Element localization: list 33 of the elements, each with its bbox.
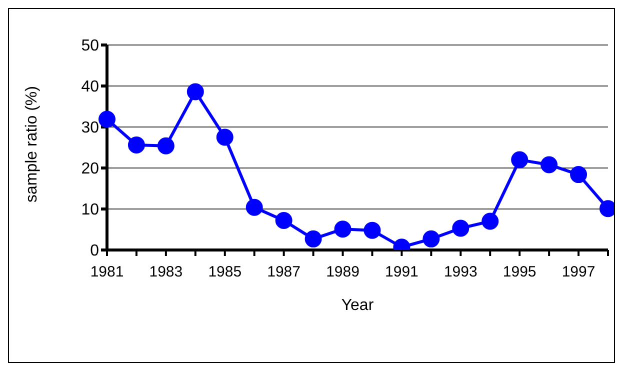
x-tick-label: 1985 <box>208 264 242 281</box>
point <box>304 230 322 248</box>
point <box>452 220 470 237</box>
y-tick-label: 50 <box>81 38 100 55</box>
y-tick-label: 20 <box>81 160 100 178</box>
point <box>511 151 528 168</box>
y-tick-label: 0 <box>90 242 100 260</box>
point <box>186 83 204 100</box>
point <box>540 156 558 174</box>
x-tick-label: 1983 <box>149 264 183 281</box>
point <box>275 212 292 229</box>
point <box>422 230 440 248</box>
x-tick-label: 1989 <box>326 264 360 281</box>
point <box>364 222 381 239</box>
x-tick-label: 1993 <box>444 264 478 281</box>
x-tick-label: 1997 <box>562 264 596 281</box>
y-tick-label: 10 <box>81 202 100 219</box>
x-tick-label: 1991 <box>385 264 418 281</box>
x-tick-label: 1987 <box>267 264 301 281</box>
x-tick-label: 1995 <box>502 264 536 281</box>
point <box>482 212 499 230</box>
x-tick-label: 1981 <box>90 264 124 281</box>
y-tick-label: 40 <box>81 78 100 96</box>
point <box>216 128 234 146</box>
x-axis-title: Year <box>341 297 374 314</box>
point <box>157 137 174 154</box>
point <box>246 198 263 216</box>
point <box>570 166 588 184</box>
y-tick-label: 30 <box>81 120 100 137</box>
y-axis-title: sample ratio (%) <box>24 86 41 202</box>
point <box>98 110 116 128</box>
point <box>128 136 145 154</box>
point <box>334 220 352 238</box>
